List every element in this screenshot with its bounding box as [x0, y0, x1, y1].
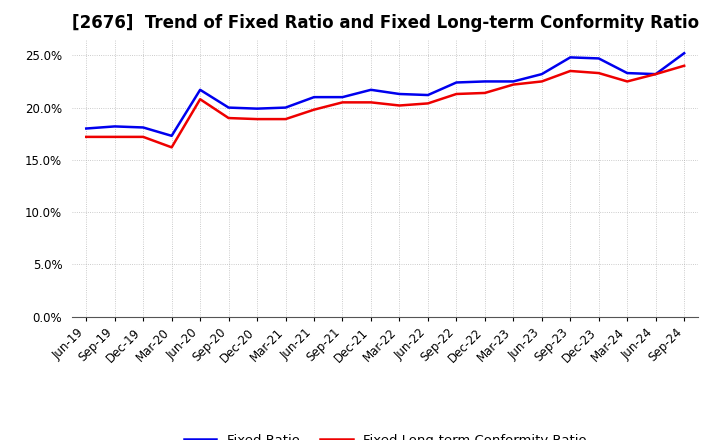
Fixed Long-term Conformity Ratio — [366, 100, 375, 105]
Fixed Ratio — [338, 95, 347, 100]
Fixed Ratio — [652, 71, 660, 77]
Fixed Ratio — [225, 105, 233, 110]
Fixed Long-term Conformity Ratio — [509, 82, 518, 87]
Fixed Long-term Conformity Ratio — [167, 145, 176, 150]
Legend: Fixed Ratio, Fixed Long-term Conformity Ratio: Fixed Ratio, Fixed Long-term Conformity … — [179, 429, 592, 440]
Fixed Long-term Conformity Ratio — [537, 79, 546, 84]
Fixed Long-term Conformity Ratio — [253, 117, 261, 122]
Fixed Long-term Conformity Ratio — [395, 103, 404, 108]
Fixed Long-term Conformity Ratio — [196, 97, 204, 102]
Fixed Ratio — [82, 126, 91, 131]
Fixed Long-term Conformity Ratio — [282, 117, 290, 122]
Fixed Long-term Conformity Ratio — [480, 90, 489, 95]
Fixed Long-term Conformity Ratio — [310, 107, 318, 112]
Fixed Ratio — [480, 79, 489, 84]
Fixed Long-term Conformity Ratio — [139, 134, 148, 139]
Fixed Long-term Conformity Ratio — [623, 79, 631, 84]
Fixed Ratio — [623, 70, 631, 76]
Fixed Long-term Conformity Ratio — [452, 92, 461, 97]
Line: Fixed Ratio: Fixed Ratio — [86, 53, 684, 136]
Fixed Ratio — [452, 80, 461, 85]
Fixed Ratio — [537, 71, 546, 77]
Fixed Long-term Conformity Ratio — [225, 115, 233, 121]
Fixed Long-term Conformity Ratio — [566, 68, 575, 73]
Fixed Ratio — [395, 92, 404, 97]
Fixed Ratio — [253, 106, 261, 111]
Fixed Long-term Conformity Ratio — [82, 134, 91, 139]
Fixed Long-term Conformity Ratio — [680, 63, 688, 68]
Fixed Ratio — [167, 133, 176, 139]
Fixed Ratio — [310, 95, 318, 100]
Fixed Ratio — [139, 125, 148, 130]
Fixed Long-term Conformity Ratio — [595, 70, 603, 76]
Fixed Ratio — [196, 87, 204, 92]
Fixed Ratio — [680, 51, 688, 56]
Title: [2676]  Trend of Fixed Ratio and Fixed Long-term Conformity Ratio: [2676] Trend of Fixed Ratio and Fixed Lo… — [71, 15, 699, 33]
Fixed Ratio — [566, 55, 575, 60]
Fixed Ratio — [509, 79, 518, 84]
Fixed Ratio — [110, 124, 119, 129]
Fixed Long-term Conformity Ratio — [652, 71, 660, 77]
Line: Fixed Long-term Conformity Ratio: Fixed Long-term Conformity Ratio — [86, 66, 684, 147]
Fixed Ratio — [366, 87, 375, 92]
Fixed Ratio — [282, 105, 290, 110]
Fixed Long-term Conformity Ratio — [338, 100, 347, 105]
Fixed Long-term Conformity Ratio — [110, 134, 119, 139]
Fixed Long-term Conformity Ratio — [423, 101, 432, 106]
Fixed Ratio — [595, 56, 603, 61]
Fixed Ratio — [423, 92, 432, 98]
